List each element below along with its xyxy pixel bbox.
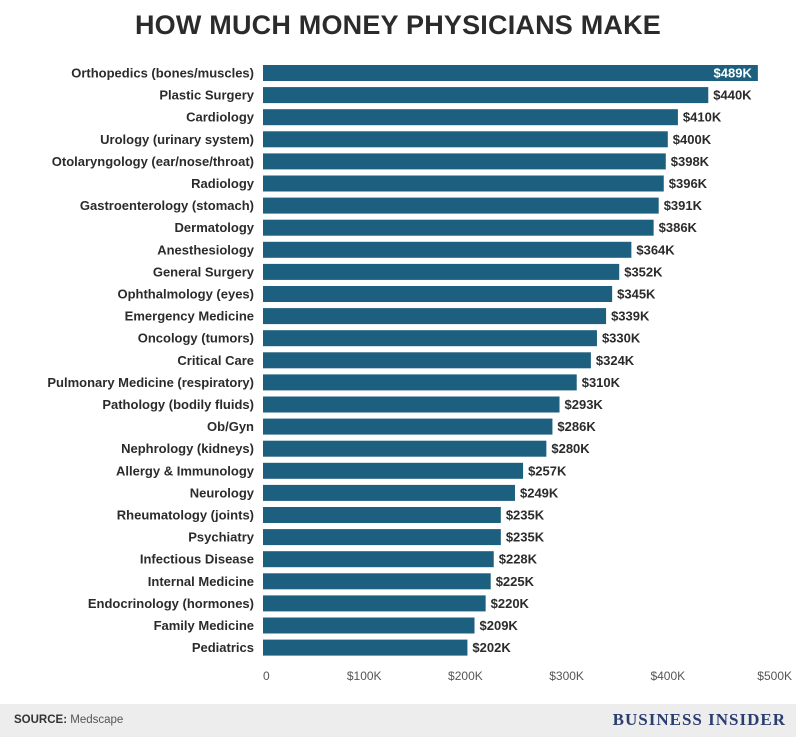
x-tick-label: $300K [549, 669, 584, 683]
bar [263, 551, 494, 568]
x-tick-label: $200K [448, 669, 483, 683]
bar [263, 396, 560, 413]
category-label: Oncology (tumors) [138, 331, 254, 346]
value-label: $489K [714, 66, 753, 81]
bar [263, 639, 468, 656]
value-label: $396K [669, 176, 708, 191]
bar [263, 484, 515, 501]
category-label: Rheumatology (joints) [117, 508, 254, 523]
bar [263, 131, 668, 148]
source-note: SOURCE: Medscape [14, 714, 123, 726]
bar [263, 529, 501, 546]
value-label: $235K [506, 530, 545, 545]
value-label: $310K [582, 375, 621, 390]
x-tick-label: $400K [650, 669, 685, 683]
bar [263, 87, 709, 104]
category-label: Urology (urinary system) [100, 132, 254, 147]
category-label: Anesthesiology [157, 242, 255, 257]
bar [263, 197, 659, 214]
value-label: $257K [528, 463, 567, 478]
category-label: Ob/Gyn [207, 419, 254, 434]
bar [263, 418, 553, 435]
category-label: Neurology [190, 485, 255, 500]
bar [263, 65, 758, 81]
bar [263, 374, 577, 391]
category-label: Ophthalmology (eyes) [117, 287, 254, 302]
value-label: $398K [671, 154, 710, 169]
category-label: Plastic Surgery [159, 88, 254, 103]
value-label: $364K [636, 242, 675, 257]
category-label: Emergency Medicine [125, 309, 254, 324]
x-tick-label: 0 [263, 669, 270, 683]
category-label: Otolaryngology (ear/nose/throat) [52, 154, 254, 169]
value-label: $280K [551, 441, 590, 456]
x-tick-label: $100K [347, 669, 382, 683]
category-label: Psychiatry [188, 530, 255, 545]
category-label: Pulmonary Medicine (respiratory) [47, 375, 254, 390]
category-label: Orthopedics (bones/muscles) [71, 66, 254, 81]
category-label: Cardiology [186, 110, 255, 125]
bar [263, 109, 678, 126]
bar [263, 286, 613, 302]
bar [263, 352, 591, 369]
value-label: $220K [491, 596, 530, 611]
bar-chart: Orthopedics (bones/muscles) $489K Plastic … [47, 65, 792, 683]
category-label: Allergy & Immunology [116, 463, 255, 478]
category-label: Family Medicine [154, 618, 254, 633]
category-label: Pathology (bodily fluids) [102, 397, 254, 412]
bar [263, 330, 597, 347]
value-label: $440K [713, 88, 752, 103]
value-label: $400K [673, 132, 712, 147]
footer: SOURCE: Medscape BUSINESS INSIDER [0, 704, 796, 737]
category-label: Dermatology [175, 220, 255, 235]
source-name: Medscape [70, 714, 124, 726]
category-label: Endocrinology (hormones) [88, 596, 254, 611]
value-label: $386K [659, 220, 698, 235]
bar [263, 440, 547, 457]
category-label: Pediatrics [192, 640, 254, 655]
bar [263, 617, 475, 634]
bar [263, 219, 654, 236]
bar [263, 153, 666, 170]
value-label: $410K [683, 110, 722, 125]
value-label: $209K [480, 618, 519, 633]
bar [263, 308, 607, 325]
brand-logo: BUSINESS INSIDER [612, 710, 786, 729]
value-label: $324K [596, 353, 635, 368]
bar [263, 462, 524, 479]
source-label: SOURCE: [14, 714, 68, 726]
category-label: Gastroenterology (stomach) [80, 198, 254, 213]
bar [263, 175, 664, 192]
chart-title: HOW MUCH MONEY PHYSICIANS MAKE [134, 10, 662, 40]
value-label: $235K [506, 508, 545, 523]
category-label: Critical Care [177, 353, 254, 368]
value-label: $202K [472, 640, 511, 655]
value-label: $228K [499, 552, 538, 567]
bar [263, 507, 501, 523]
category-label: Infectious Disease [140, 552, 254, 567]
value-label: $293K [565, 397, 604, 412]
value-label: $391K [664, 198, 703, 213]
value-label: $249K [520, 485, 559, 500]
value-label: $225K [496, 574, 535, 589]
bar [263, 241, 632, 258]
value-label: $330K [602, 331, 641, 346]
value-label: $339K [611, 309, 650, 324]
bar [263, 263, 620, 280]
value-label: $286K [557, 419, 596, 434]
category-label: Nephrology (kidneys) [121, 441, 254, 456]
x-tick-label: $500K [757, 669, 792, 683]
category-label: Internal Medicine [148, 574, 254, 589]
value-label: $352K [624, 264, 663, 279]
category-label: Radiology [191, 176, 255, 191]
bar [263, 595, 486, 612]
bar [263, 573, 491, 590]
value-label: $345K [617, 287, 656, 302]
category-label: General Surgery [153, 264, 255, 279]
